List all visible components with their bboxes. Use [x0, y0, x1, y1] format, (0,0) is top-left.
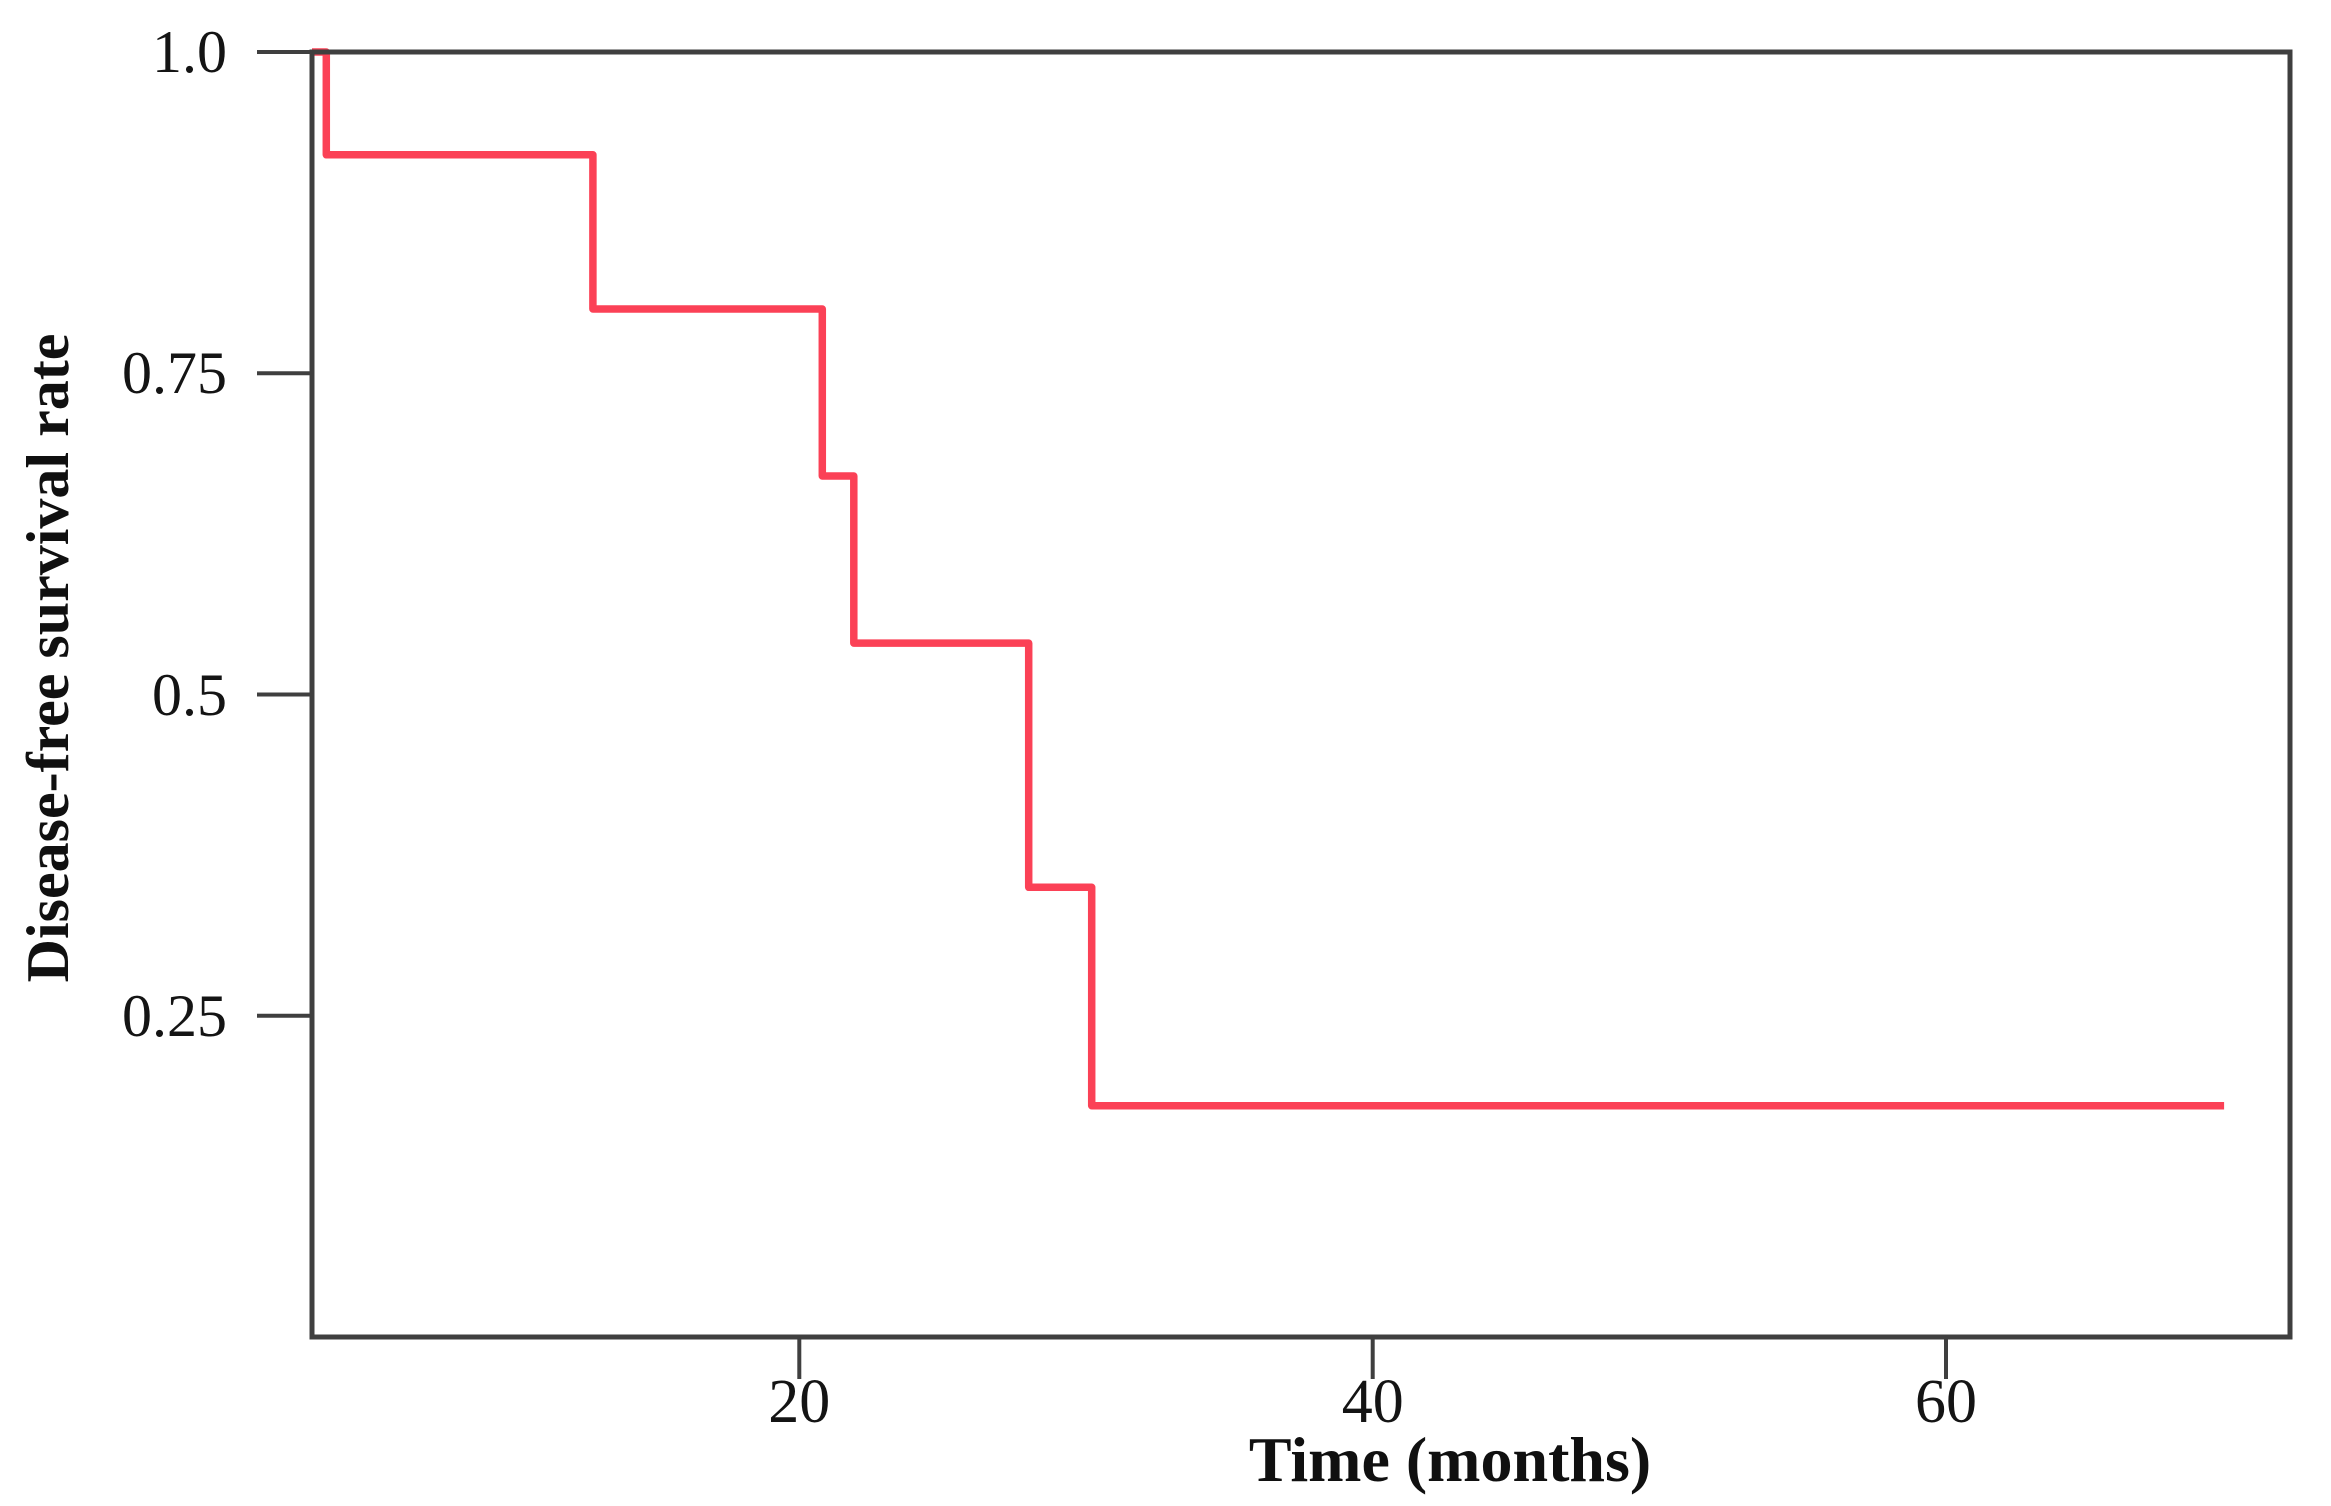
- x-axis-title: Time (months): [1248, 1424, 1652, 1495]
- x-tick-label: 60: [1915, 1368, 1977, 1436]
- y-tick-label: 0.25: [122, 982, 227, 1049]
- x-tick-label: 20: [768, 1368, 831, 1436]
- y-axis-title: Disease-free survival rate: [15, 333, 81, 983]
- survival-curve: [312, 48, 2225, 1110]
- y-tick-label: 1.0: [152, 19, 227, 85]
- y-tick-label: 0.75: [122, 340, 227, 407]
- plot-border: [309, 49, 2293, 1340]
- y-tick-label: 0.5: [152, 661, 227, 728]
- x-tick-label: 40: [1341, 1368, 1404, 1436]
